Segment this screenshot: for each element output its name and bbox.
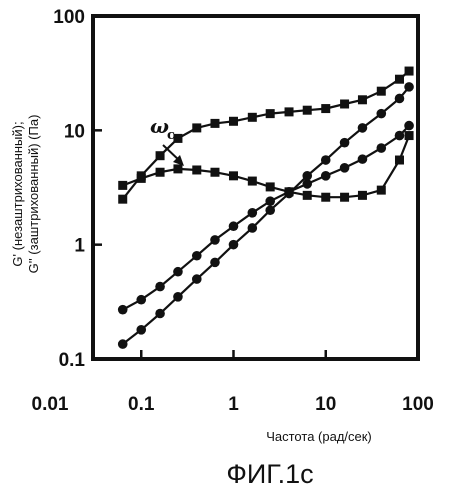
y-axis-label-line1: G' (незаштрихованный); [10,121,25,266]
x-tick-label-2: 1 [228,394,239,415]
series-0-point-13 [357,95,367,105]
series-3-point-1 [136,325,147,335]
series-3-point-2 [155,308,165,319]
series-3-point-9 [284,188,294,199]
x-tick-label-4: 100 [402,394,434,415]
annotation-arrowhead [173,155,184,166]
series-3-point-11 [320,155,331,165]
series-2-point-2 [155,281,165,292]
series-1-point-10 [302,190,312,200]
x-tick-label-0: 0.01 [32,394,69,415]
series-2 [117,120,414,315]
series-1-point-15 [394,155,404,165]
x-axis-label: Частота (рад/сек) [266,429,372,444]
series-1 [118,131,414,202]
series-2-point-16 [404,120,414,131]
plot-frame [91,14,420,361]
series-2-point-3 [173,266,183,277]
series-3-point-7 [247,223,258,233]
x-tick-label-1: 0.1 [128,394,155,415]
y-tick-labels: 0.1 1 10 100 [53,7,85,371]
omega-c-subscript: c [167,128,175,143]
x-tick-labels: 0.01 0.1 1 10 100 [32,394,434,415]
series-0-point-4 [192,123,202,133]
series-3-point-13 [357,123,368,133]
series-2-point-6 [228,221,239,232]
series-1-point-4 [192,165,202,175]
series-2-point-15 [394,130,405,141]
series-3 [117,82,414,349]
series-0-point-12 [340,99,350,109]
series-1-point-11 [321,192,331,202]
series-0 [118,66,414,204]
series-3-point-6 [228,239,239,250]
series-1-point-7 [247,176,257,186]
series-2-line [122,124,410,311]
series-0-point-14 [376,86,386,96]
series-0-point-8 [265,109,275,119]
series-2-point-7 [247,207,258,218]
series-3-point-16 [404,82,414,92]
series-1-point-6 [228,171,238,181]
series-2-point-12 [339,163,350,173]
omega-c-annotation: ω [150,114,169,138]
y-tick-label-1: 1 [74,236,85,257]
series-2-point-1 [136,294,147,305]
series-0-point-2 [155,151,165,161]
y-tick-label-3: 100 [53,7,85,28]
series-3-point-0 [117,339,128,349]
series-1-point-5 [210,167,220,177]
series-0-point-16 [404,66,414,76]
series-0-point-3 [173,133,183,143]
series-1-point-12 [340,192,350,202]
series-0-point-7 [247,112,257,122]
y-tick-label-2: 10 [64,121,85,142]
series-2-point-8 [265,196,276,206]
series-1-point-13 [357,190,367,200]
series-1-point-16 [404,131,414,141]
figure-caption: ФИГ.1с [226,459,313,489]
series-1-point-8 [265,182,275,192]
series-3-point-3 [173,291,183,302]
series-0-point-15 [394,74,404,84]
series-2-point-13 [357,154,368,164]
series-3-point-4 [191,274,202,284]
series-1-point-0 [118,180,128,190]
series-3-point-14 [376,108,387,119]
series-3-point-15 [394,93,405,104]
series-0-point-9 [284,107,294,117]
series-1-point-14 [376,185,386,195]
series-1-point-3 [173,164,183,174]
series-0-point-5 [210,118,220,128]
series-2-point-0 [117,304,128,315]
series-2-point-10 [302,179,313,189]
series-1-point-1 [136,173,146,183]
series-3-point-10 [302,171,313,181]
y-axis-label-line2: G'' (заштрихованный) (Па) [26,115,41,274]
series-3-point-8 [265,205,276,216]
series-3-point-12 [339,137,350,148]
series-layer [117,66,414,349]
series-0-point-6 [228,116,238,126]
series-2-point-11 [320,171,331,181]
x-tick-label-3: 10 [315,394,336,415]
axis-ticks [93,14,420,361]
series-3-point-5 [210,257,220,268]
series-2-point-5 [210,235,220,245]
series-1-point-2 [155,167,165,177]
y-tick-label-0: 0.1 [59,350,86,371]
series-0-point-0 [118,194,128,204]
series-2-point-4 [191,250,202,261]
series-2-point-14 [376,143,387,153]
series-0-point-10 [302,105,312,115]
series-0-point-11 [321,104,331,114]
